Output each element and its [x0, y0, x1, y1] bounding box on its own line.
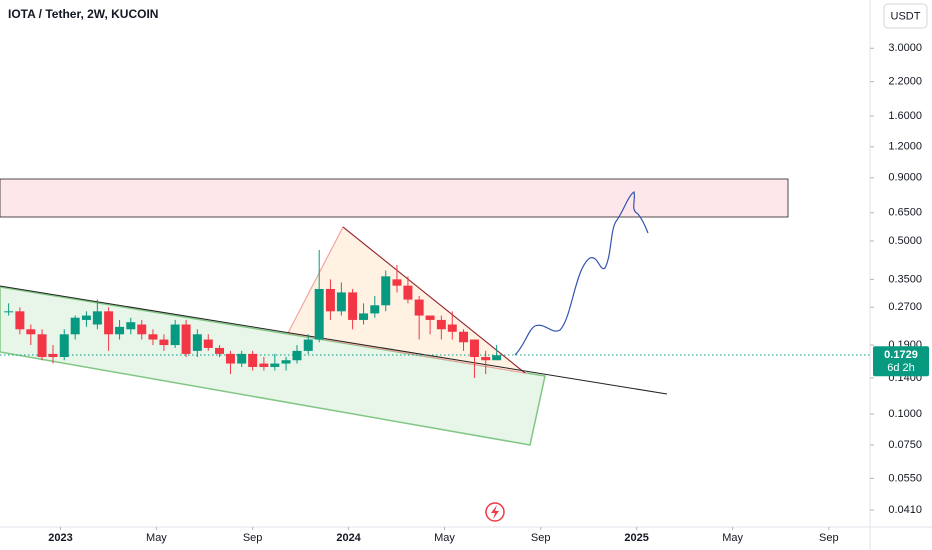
- candle-body: [225, 353, 235, 364]
- candle-body: [4, 311, 14, 313]
- candle-body: [481, 357, 491, 361]
- candle-body: [314, 288, 324, 340]
- x-tick-label: 2024: [336, 532, 361, 544]
- y-tick-label: 1.6000: [888, 110, 922, 122]
- currency-button[interactable]: [883, 3, 928, 29]
- y-tick-label: 2.2000: [888, 76, 922, 88]
- projection-curve: [514, 191, 649, 356]
- candle-body: [403, 285, 413, 300]
- y-tick-label: 1.2000: [888, 141, 922, 153]
- price-label-value: 0.1729: [884, 349, 918, 361]
- x-tick-label: 2025: [624, 532, 648, 544]
- y-tick-label: 0.2700: [888, 301, 922, 313]
- candle-body: [59, 334, 69, 358]
- x-tick-label: May: [434, 532, 455, 544]
- candles: [4, 249, 502, 378]
- candle-body: [48, 353, 58, 358]
- y-tick-label: 0.9000: [888, 172, 922, 184]
- candle-body: [270, 363, 280, 367]
- logo-bolt: [491, 505, 499, 519]
- candle-body: [425, 315, 435, 320]
- candle-body: [15, 311, 25, 330]
- candle-body: [192, 334, 202, 351]
- candle-body: [447, 324, 457, 332]
- candle-body: [237, 353, 247, 364]
- y-tick-label: 3.0000: [888, 42, 922, 54]
- candle-body: [104, 311, 114, 335]
- resistance-zone: [0, 178, 789, 218]
- candle-body: [126, 322, 136, 330]
- candle-body: [359, 313, 369, 320]
- candle-body: [348, 292, 358, 320]
- y-tick-label: 0.6500: [888, 207, 922, 219]
- y-tick-label: 0.1000: [888, 408, 922, 420]
- trend-line: [0, 285, 668, 395]
- triangle-edge: [342, 226, 526, 374]
- candle-body: [259, 363, 269, 367]
- countdown-label: 6d 2h: [887, 362, 915, 374]
- candle-body: [325, 288, 335, 312]
- currency-label: USDT: [891, 10, 921, 22]
- candle-body: [148, 334, 158, 340]
- x-tick-label: 2023: [48, 532, 72, 544]
- candle-body: [492, 355, 502, 361]
- candle-body: [381, 276, 391, 306]
- x-tick-label: Sep: [243, 532, 263, 544]
- candle-body: [392, 279, 402, 286]
- candle-body: [92, 311, 102, 325]
- logo-ring: [485, 502, 505, 522]
- candle-body: [248, 353, 258, 367]
- candle-body: [292, 350, 302, 361]
- candle-body: [281, 360, 291, 364]
- candle-body: [170, 324, 180, 346]
- candle-body: [414, 299, 424, 316]
- price-label-box: [873, 346, 929, 377]
- candle-body: [181, 324, 191, 354]
- candle-body: [26, 329, 36, 335]
- candle-body: [469, 339, 479, 358]
- logo: [485, 502, 505, 522]
- candle-body: [215, 347, 225, 354]
- x-tick-label: Sep: [819, 532, 839, 544]
- candle-body: [159, 339, 169, 346]
- candle-body: [115, 326, 125, 335]
- candle-body: [336, 292, 346, 312]
- y-tick-label: 0.0750: [888, 439, 922, 451]
- candle-body: [203, 339, 213, 348]
- chart-title: IOTA / Tether, 2W, KUCOIN: [8, 7, 158, 21]
- x-tick-label: May: [722, 532, 743, 544]
- y-tick-label: 0.5000: [888, 235, 922, 247]
- candle-body: [370, 305, 380, 314]
- candle-body: [436, 319, 446, 330]
- candle-body: [81, 315, 91, 320]
- candle-body: [137, 324, 147, 335]
- x-tick-label: Sep: [531, 532, 551, 544]
- x-tick-label: May: [146, 532, 167, 544]
- candle-body: [70, 317, 80, 335]
- y-tick-label: 0.0550: [888, 472, 922, 484]
- candle-body: [37, 334, 47, 358]
- y-tick-label: 0.0410: [888, 504, 922, 516]
- candle-body: [303, 339, 313, 351]
- candle-body: [459, 331, 469, 343]
- y-tick-label: 0.3500: [888, 273, 922, 285]
